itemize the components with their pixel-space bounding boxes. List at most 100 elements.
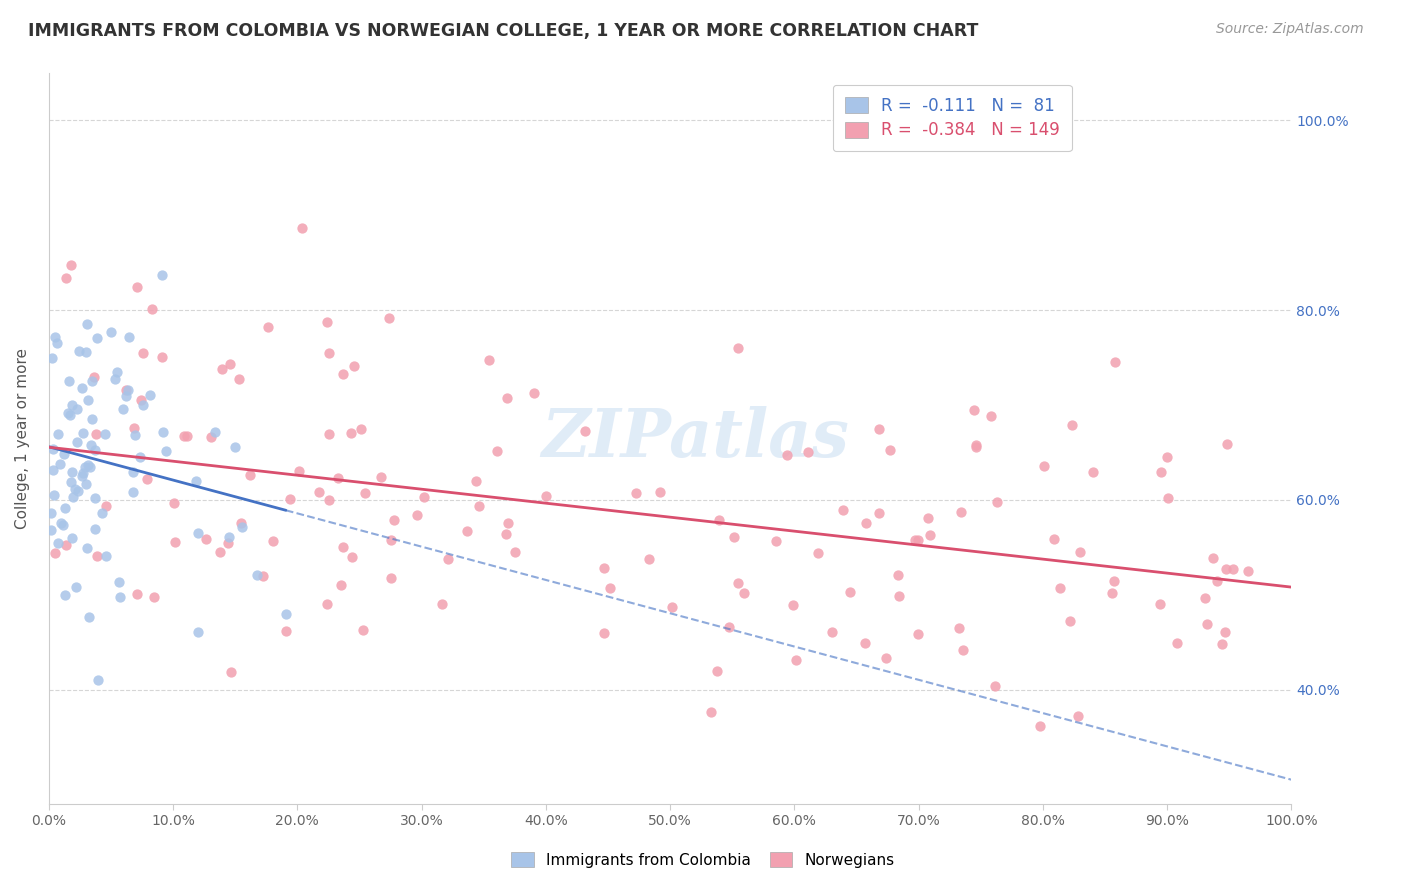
Point [907,533,929,547]
Point [56,406,79,420]
Point [318,493,340,508]
Point [496,516,519,530]
Point [276,624,298,639]
Point [986,495,1008,509]
Point [316,597,339,611]
Point [1033,458,1056,473]
Point [155,444,177,458]
Point [117,330,139,344]
Point [875,651,897,665]
Point [55,271,77,285]
Point [49,516,72,530]
Point [83,370,105,384]
Point [117,384,139,398]
Point [66,434,89,449]
Point [80,411,103,425]
Point [1195,617,1218,632]
Point [661,599,683,614]
Point [70,381,93,395]
Point [163,534,186,549]
Point [42,462,65,476]
Point [1028,719,1050,733]
Point [1049,581,1071,595]
Point [709,513,731,527]
Point [52,517,75,532]
Point [380,570,402,584]
Point [723,530,745,544]
Point [291,220,314,235]
Point [77,458,100,472]
Point [127,280,149,294]
Point [1156,450,1178,464]
Point [593,561,616,575]
Point [228,372,250,386]
Point [1215,562,1237,576]
Point [108,590,131,604]
Point [84,426,107,441]
Point [332,367,354,381]
Point [380,533,402,547]
Point [965,440,987,454]
Point [132,345,155,359]
Point [315,315,337,329]
Point [224,440,246,454]
Point [948,621,970,635]
Point [65,580,87,594]
Point [49,457,72,471]
Point [80,374,103,388]
Point [62,490,84,504]
Point [257,320,280,334]
Point [430,597,453,611]
Point [46,335,69,350]
Point [288,464,311,478]
Point [318,346,340,360]
Point [141,302,163,317]
Point [76,541,98,556]
Point [352,623,374,637]
Point [139,388,162,402]
Point [638,552,661,566]
Point [456,524,478,538]
Legend: R =  -0.111   N =  81, R =  -0.384   N = 149: R = -0.111 N = 81, R = -0.384 N = 149 [832,85,1071,151]
Point [66,401,89,416]
Point [1237,565,1260,579]
Text: ZIPatlas: ZIPatlas [541,406,849,471]
Point [77,610,100,624]
Point [79,459,101,474]
Point [413,490,436,504]
Point [111,401,134,416]
Point [495,527,517,541]
Point [73,460,96,475]
Point [330,577,353,591]
Point [122,421,145,435]
Point [72,425,94,440]
Point [1069,545,1091,559]
Point [246,568,269,582]
Point [785,653,807,667]
Y-axis label: College, 1 year or more: College, 1 year or more [15,348,30,529]
Point [855,516,877,530]
Point [907,626,929,640]
Point [1104,355,1126,369]
Point [486,444,509,458]
Point [108,574,131,589]
Point [114,389,136,403]
Point [523,386,546,401]
Point [1067,709,1090,723]
Point [231,519,253,533]
Point [42,442,65,457]
Point [1201,551,1223,566]
Text: Source: ZipAtlas.com: Source: ZipAtlas.com [1216,22,1364,37]
Point [187,625,209,640]
Point [534,489,557,503]
Point [173,428,195,442]
Point [122,465,145,479]
Point [868,422,890,436]
Point [839,585,862,599]
Point [39,506,62,520]
Point [952,642,974,657]
Point [150,350,173,364]
Point [252,569,274,583]
Point [55,538,77,552]
Point [125,587,148,601]
